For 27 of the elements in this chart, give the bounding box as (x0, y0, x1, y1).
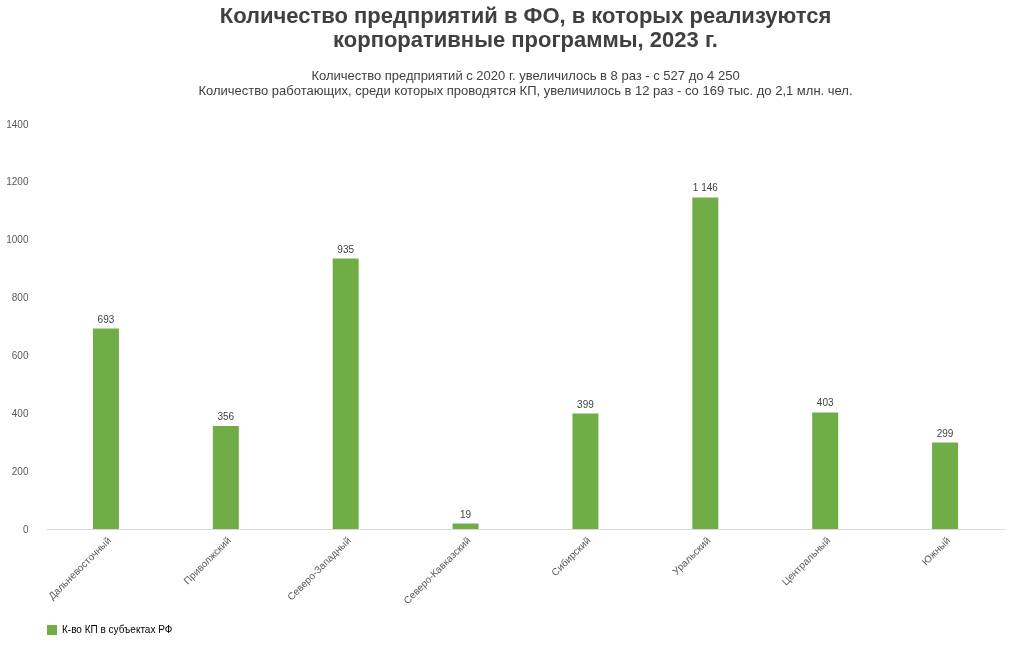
data-label: 1 146 (692, 182, 719, 194)
y-tick-label: 0 (22, 523, 29, 535)
y-tick-label: 1400 (6, 118, 29, 130)
data-label: 935 (337, 243, 355, 255)
y-tick-label: 1000 (6, 234, 29, 246)
bar (332, 258, 359, 529)
bar (572, 413, 599, 529)
y-tick-label: 400 (11, 407, 29, 419)
data-label: 403 (816, 397, 834, 409)
bar (932, 442, 959, 529)
data-label: 356 (217, 411, 235, 423)
data-label: 693 (97, 313, 115, 325)
legend-label: К-во КП в субъектах РФ (62, 624, 173, 635)
y-tick-label: 800 (11, 292, 29, 304)
bar (92, 328, 119, 529)
bar (452, 523, 479, 529)
y-tick-label: 200 (11, 465, 29, 477)
y-tick-label: 600 (11, 349, 29, 361)
bar (212, 426, 239, 529)
bar (812, 412, 839, 529)
data-label: 399 (577, 398, 595, 410)
data-label: 19 (460, 508, 472, 520)
data-label: 299 (936, 427, 954, 439)
chart-title: Количество предприятий в ФО, в которых реализуются корпоративные программы, 2023 г. (219, 3, 832, 52)
y-tick-label: 1200 (6, 176, 29, 188)
bar (692, 197, 719, 529)
chart-subtitle: Количество предприятий с 2020 г. увеличилось в 8 раз - с 527 до 4 250 Количество работающих, среди которых проводятся КП, увеличилось в 12 раз - со 169 тыс. до 2,1 млн. чел. (198, 68, 853, 98)
